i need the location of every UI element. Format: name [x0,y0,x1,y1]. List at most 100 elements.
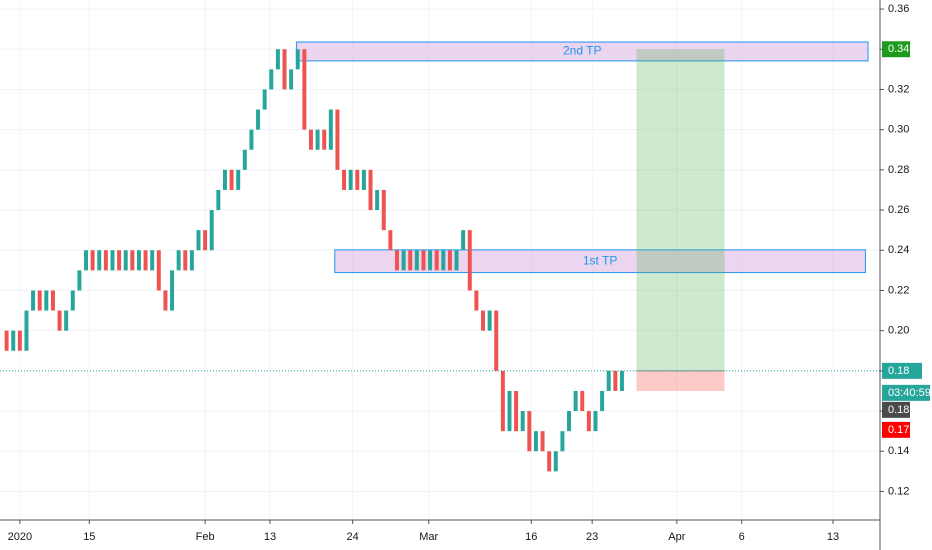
x-tick-label: 23 [586,531,598,543]
candle [514,390,519,432]
zone [334,249,866,274]
y-tick-label: 0.22 [888,284,909,296]
y-tick-label: 0.24 [888,244,909,256]
zone-label: 1st TP [583,253,617,267]
candle [613,370,618,391]
candle [547,451,552,472]
candle [342,169,347,190]
candle [481,310,485,331]
candle [580,390,585,412]
candle [262,89,267,110]
candle [183,250,188,271]
candle [381,189,386,231]
candle [84,250,88,271]
candle [441,250,446,271]
y-tick-label: 0.36 [888,3,909,15]
x-tick-label: 6 [739,531,745,543]
candle [593,411,598,432]
y-tick-label: 0.20 [888,325,909,337]
candle [4,330,9,351]
candle [361,169,366,190]
candle [117,250,122,271]
loss-area [636,370,725,391]
zone-label: 2nd TP [563,44,601,58]
candle [586,411,591,432]
badge-price-bg [882,401,910,418]
candle [553,451,558,472]
candle [295,49,300,70]
candle [454,250,459,271]
y-tick-label: 0.14 [888,445,909,457]
candle [414,250,419,271]
x-tick-label: 15 [83,531,95,543]
candle [348,169,353,190]
candle [176,250,181,271]
candle [236,169,241,190]
x-tick-label: Feb [196,531,215,543]
candle [573,390,578,412]
candle [136,250,141,271]
candle [17,330,22,351]
candle [90,250,95,271]
candle [328,109,333,150]
candle [428,250,433,271]
candle [619,370,624,391]
candle [421,250,426,271]
last-price-badge-bg [882,362,922,379]
candle [368,169,373,211]
candle [388,230,393,251]
candle [24,310,29,351]
candle [189,250,194,271]
candle [494,310,499,371]
candle [242,149,247,170]
candle [375,189,380,211]
candle [289,69,294,90]
candle [103,250,108,271]
countdown-bg [882,384,930,401]
candle [335,109,340,170]
last-price-badge: 0.18 [888,365,909,377]
candle [560,431,565,452]
candle [130,250,135,271]
candle [150,250,155,271]
y-tick-label: 0.32 [888,83,909,95]
candle [315,129,320,150]
candle [500,370,505,432]
candle [520,411,525,432]
badge-price: 0.18 [888,404,909,416]
candle [50,290,55,311]
candle [196,230,201,251]
target-badge-bg [882,41,910,58]
candle [600,390,605,412]
candle [11,330,16,351]
candle [249,129,254,150]
profit-area [636,49,725,371]
candle [31,290,36,311]
candle [70,290,75,311]
x-tick-label: 13 [827,531,839,543]
candle [408,250,413,271]
candle [474,290,479,311]
candle [123,250,128,271]
y-tick-label: 0.30 [888,124,909,136]
candle [203,230,208,251]
candle [222,169,227,190]
candle [308,129,313,150]
candle [447,250,452,271]
countdown: 03:40:59 [888,387,931,399]
candle [229,169,234,190]
candle [487,310,492,331]
candle [434,250,439,271]
stop-badge: 0.17 [888,424,909,436]
candle [57,310,62,331]
x-tick-label: 2020 [8,531,32,543]
candle [567,411,572,432]
candle [269,69,274,90]
candle [44,290,49,311]
candle [256,109,261,130]
candle [606,370,611,391]
price-axis-bg [880,0,932,550]
candle [156,250,161,291]
x-tick-label: 16 [525,531,537,543]
